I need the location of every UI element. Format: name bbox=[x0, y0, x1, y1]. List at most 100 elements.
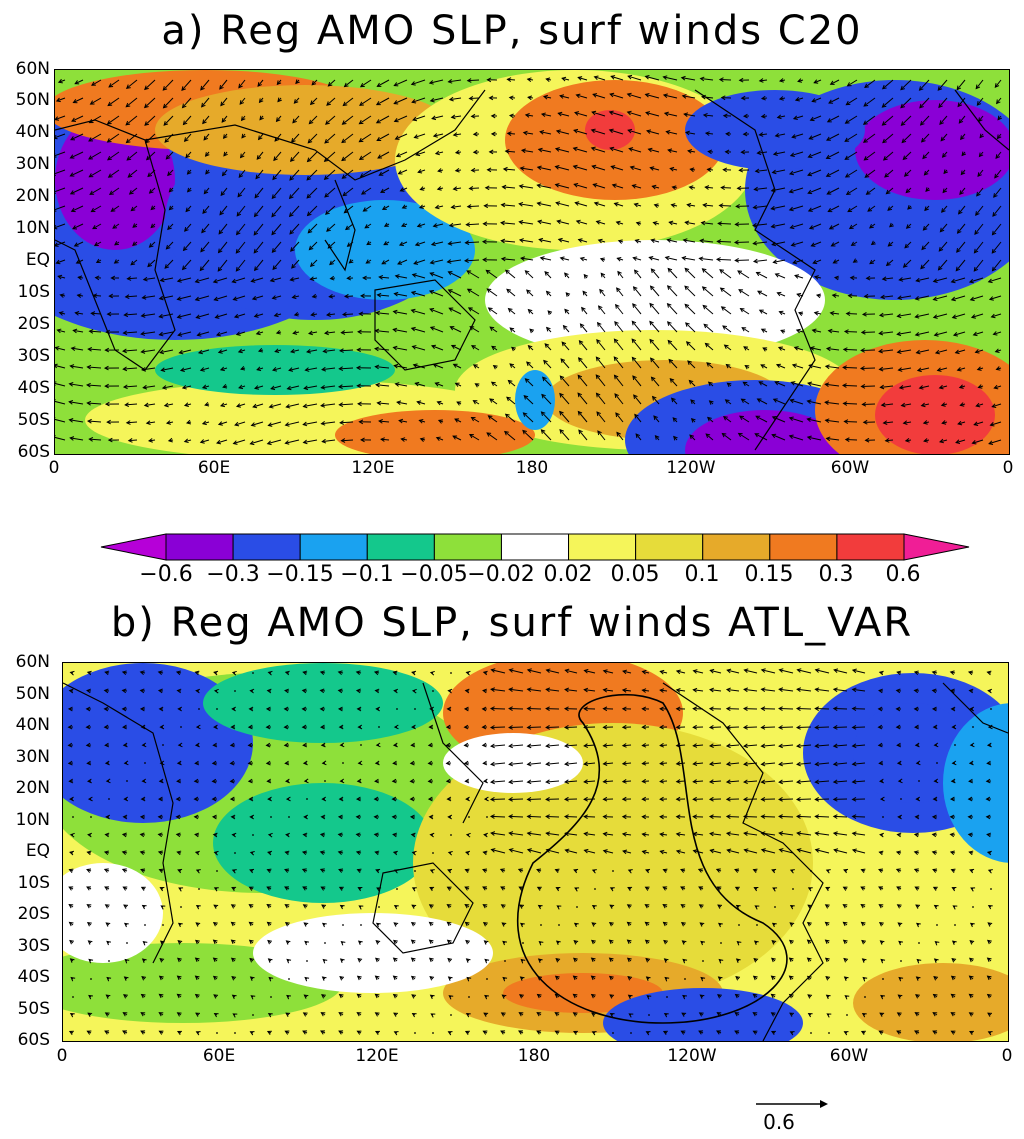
wind-vector-head bbox=[55, 346, 60, 351]
wind-vector bbox=[933, 313, 948, 318]
wind-vector-head bbox=[448, 307, 454, 312]
wind-vector-head bbox=[795, 814, 801, 819]
wind-vector-head bbox=[221, 117, 227, 123]
wind-vector-head bbox=[626, 939, 632, 945]
wind-vector bbox=[676, 744, 686, 747]
wind-vector-head bbox=[431, 115, 437, 121]
wind-vector bbox=[622, 833, 632, 836]
wind-vector-head bbox=[900, 121, 906, 126]
wind-vector-head bbox=[692, 706, 698, 712]
wind-vector-head bbox=[626, 904, 632, 909]
wind-vector-head bbox=[377, 154, 383, 159]
wind-vector bbox=[652, 396, 660, 405]
wind-vector bbox=[709, 689, 722, 692]
wind-vector bbox=[144, 97, 156, 108]
wind-vector-head bbox=[508, 796, 513, 802]
wind-vector bbox=[504, 960, 506, 962]
wind-vector-head bbox=[177, 940, 183, 945]
wind-vector-head bbox=[500, 256, 506, 262]
wind-vector-head bbox=[125, 102, 131, 108]
wind-vector-head bbox=[178, 349, 184, 355]
wind-vector bbox=[599, 289, 606, 297]
wind-vector-head bbox=[249, 868, 255, 874]
wind-vector bbox=[744, 815, 758, 818]
coastline bbox=[374, 279, 476, 371]
wind-vector-head bbox=[554, 975, 560, 981]
wind-vector bbox=[108, 960, 110, 962]
wind-vector bbox=[160, 277, 174, 282]
wind-vector-head bbox=[596, 321, 602, 327]
wind-vector-head bbox=[193, 778, 199, 784]
wind-vector-head bbox=[897, 922, 903, 927]
wind-vector bbox=[744, 744, 758, 747]
colorbar-label: 0.6 bbox=[885, 562, 921, 587]
wind-vector-head bbox=[957, 209, 963, 215]
wind-vector-head bbox=[986, 993, 992, 999]
wind-vector-head bbox=[508, 848, 514, 853]
wind-vector-head bbox=[147, 262, 152, 268]
wind-vector-head bbox=[726, 848, 732, 854]
wind-vector bbox=[900, 960, 902, 962]
wind-vector-head bbox=[666, 321, 672, 326]
wind-vector-head bbox=[144, 121, 150, 126]
wind-vector-head bbox=[463, 742, 469, 748]
wind-vector-head bbox=[394, 382, 400, 387]
wind-vector-head bbox=[692, 761, 698, 766]
wind-vector-head bbox=[690, 417, 696, 423]
wind-vector bbox=[489, 326, 498, 333]
wind-vector bbox=[753, 223, 768, 227]
wind-vector bbox=[808, 205, 822, 212]
wind-vector-head bbox=[283, 706, 289, 712]
wind-vector-head bbox=[328, 293, 334, 299]
wind-vector-head bbox=[432, 363, 438, 368]
wind-vector-head bbox=[359, 101, 364, 106]
wind-vector bbox=[990, 421, 1002, 426]
wind-vector-head bbox=[267, 1013, 273, 1018]
coastline bbox=[63, 682, 174, 964]
wind-vector-head bbox=[641, 760, 647, 766]
wind-vector-head bbox=[884, 438, 890, 443]
wind-vector bbox=[685, 221, 696, 225]
wind-vector-head bbox=[844, 995, 850, 1000]
wind-vector-head bbox=[743, 761, 748, 767]
wind-vector-head bbox=[545, 814, 550, 819]
wind-vector-head bbox=[248, 886, 254, 891]
wind-vector bbox=[797, 832, 812, 836]
wind-vector bbox=[815, 726, 830, 729]
wind-vector bbox=[433, 363, 444, 369]
wind-vector-head bbox=[374, 364, 380, 370]
wind-vector bbox=[236, 223, 246, 235]
wind-vector-head bbox=[563, 724, 569, 730]
wind-vector bbox=[412, 115, 426, 121]
wind-vector-head bbox=[554, 1012, 560, 1017]
wind-vector-head bbox=[393, 117, 399, 123]
wind-vector-head bbox=[545, 848, 551, 853]
wind-vector-head bbox=[663, 958, 669, 963]
wind-vector-head bbox=[545, 326, 551, 332]
wind-vector-head bbox=[259, 115, 264, 121]
wind-vector-head bbox=[88, 329, 94, 334]
wind-vector-head bbox=[410, 939, 416, 945]
wind-vector-head bbox=[659, 742, 665, 748]
wind-vector-head bbox=[465, 850, 471, 856]
wind-vector-head bbox=[688, 185, 694, 190]
panel-a-lon-label: 120E bbox=[351, 458, 395, 478]
wind-vector bbox=[771, 187, 786, 192]
wind-vector-head bbox=[933, 742, 939, 748]
wind-vector-head bbox=[672, 417, 678, 422]
wind-vector bbox=[942, 151, 948, 158]
wind-vector bbox=[828, 97, 840, 104]
wind-vector bbox=[448, 289, 462, 297]
wind-vector-head bbox=[103, 365, 109, 371]
wind-vector-head bbox=[213, 994, 219, 999]
wind-vector-head bbox=[994, 83, 1000, 88]
wind-vector bbox=[546, 291, 552, 297]
wind-vector bbox=[306, 187, 318, 199]
wind-vector-head bbox=[509, 327, 515, 332]
wind-vector-head bbox=[202, 209, 207, 215]
wind-vector-head bbox=[356, 347, 362, 353]
wind-vector bbox=[809, 133, 822, 140]
wind-vector bbox=[508, 308, 516, 315]
wind-vector bbox=[684, 113, 696, 117]
wind-vector bbox=[622, 850, 632, 854]
